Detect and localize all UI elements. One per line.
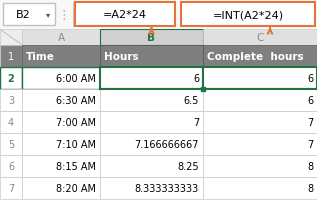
Text: Complete  hours: Complete hours xyxy=(207,52,304,62)
Text: 7:00 AM: 7:00 AM xyxy=(56,117,96,127)
Bar xyxy=(0,30,22,46)
Text: 6:00 AM: 6:00 AM xyxy=(56,74,96,84)
Text: 6: 6 xyxy=(307,74,313,84)
Bar xyxy=(203,90,317,111)
Bar xyxy=(100,30,203,46)
Bar xyxy=(0,111,22,133)
Bar xyxy=(0,155,22,177)
Bar xyxy=(22,177,100,199)
Text: 7: 7 xyxy=(307,139,313,149)
Text: 6: 6 xyxy=(307,96,313,105)
Text: C: C xyxy=(256,33,264,43)
Text: =INT(A2*24): =INT(A2*24) xyxy=(212,10,284,20)
Bar xyxy=(203,133,317,155)
Bar xyxy=(22,46,100,68)
Bar xyxy=(203,155,317,177)
Text: ▾: ▾ xyxy=(46,10,50,19)
Bar xyxy=(100,68,203,90)
Text: 7.166666667: 7.166666667 xyxy=(134,139,199,149)
Text: B: B xyxy=(147,33,156,43)
Text: 8:15 AM: 8:15 AM xyxy=(56,161,96,171)
Bar xyxy=(203,46,317,68)
Bar xyxy=(100,133,203,155)
Text: 8: 8 xyxy=(307,161,313,171)
Bar xyxy=(22,155,100,177)
Text: Hours: Hours xyxy=(104,52,139,62)
Text: B2: B2 xyxy=(16,10,30,20)
Text: 7: 7 xyxy=(8,183,14,193)
Text: 7: 7 xyxy=(193,117,199,127)
Text: 6:30 AM: 6:30 AM xyxy=(56,96,96,105)
Bar xyxy=(203,111,317,133)
Text: 6: 6 xyxy=(193,74,199,84)
Text: 1: 1 xyxy=(8,52,14,62)
Bar xyxy=(0,0,317,30)
Bar xyxy=(0,90,22,111)
Text: 8:20 AM: 8:20 AM xyxy=(56,183,96,193)
Bar xyxy=(0,133,22,155)
Text: ⋮: ⋮ xyxy=(58,8,70,21)
Bar xyxy=(203,177,317,199)
Text: 4: 4 xyxy=(8,117,14,127)
Bar xyxy=(22,30,100,46)
Text: 2: 2 xyxy=(8,74,14,84)
Bar xyxy=(100,46,203,68)
Text: 6.5: 6.5 xyxy=(184,96,199,105)
Bar xyxy=(203,30,317,46)
Text: A: A xyxy=(57,33,65,43)
Bar xyxy=(100,155,203,177)
Bar xyxy=(203,68,317,90)
Text: 7: 7 xyxy=(307,117,313,127)
Text: 6: 6 xyxy=(8,161,14,171)
Bar xyxy=(100,111,203,133)
Bar xyxy=(181,3,315,27)
Bar xyxy=(22,68,100,90)
Bar xyxy=(100,177,203,199)
Bar xyxy=(100,90,203,111)
Bar xyxy=(22,90,100,111)
Bar xyxy=(0,177,22,199)
Bar xyxy=(22,111,100,133)
Text: 8.25: 8.25 xyxy=(178,161,199,171)
Bar xyxy=(22,133,100,155)
Bar xyxy=(0,68,22,90)
Text: =A2*24: =A2*24 xyxy=(103,10,147,20)
Text: 7:10 AM: 7:10 AM xyxy=(56,139,96,149)
Text: 8.333333333: 8.333333333 xyxy=(135,183,199,193)
Text: 8: 8 xyxy=(307,183,313,193)
Text: 3: 3 xyxy=(8,96,14,105)
Bar xyxy=(0,46,22,68)
Bar xyxy=(3,4,55,26)
Text: Time: Time xyxy=(26,52,55,62)
Text: 5: 5 xyxy=(8,139,14,149)
Bar xyxy=(75,3,175,27)
